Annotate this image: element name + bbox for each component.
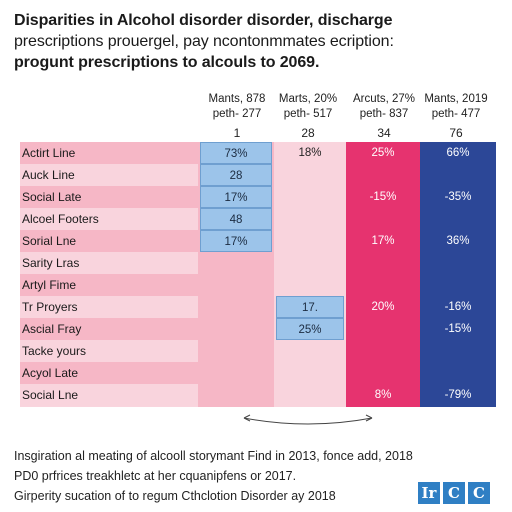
table-cell: 28 — [200, 164, 272, 186]
row-label: Tacke yours — [22, 344, 87, 358]
logo-letter-1: Ir — [418, 482, 440, 504]
title-line-3: progunt prescriptions to alcouls to 2069… — [14, 54, 320, 71]
column-header-line2: peth- 477 — [431, 108, 481, 120]
column-header-number: 28 — [301, 126, 315, 140]
table-cell: 18% — [298, 147, 322, 159]
row-label: Ascial Fray — [22, 322, 82, 336]
table-cell: 25% — [371, 147, 395, 159]
footnotes: Insgiration al meating of alcooll storym… — [14, 446, 434, 506]
row-label: Artyl Fime — [22, 278, 76, 292]
column-header-3: Arcuts, 27% peth- 837 34 — [339, 92, 429, 141]
column-background-3 — [346, 142, 420, 407]
table-row: Artyl Fime — [20, 274, 198, 297]
table-cell: 36% — [446, 235, 470, 247]
table-row: Acyol Late — [20, 362, 198, 385]
column-header-line2: peth- 277 — [212, 108, 262, 120]
column-header-1: Mants, 878 peth- 277 1 — [192, 92, 282, 141]
table-row: Alcoel Footers — [20, 208, 198, 231]
table-row: Sorial Lne — [20, 230, 198, 253]
column-header-4: Mants, 2019 peth- 477 76 — [411, 92, 501, 141]
table-cell: 17% — [200, 186, 272, 208]
table-cell: 20% — [371, 301, 395, 313]
row-label: Social Lne — [22, 388, 79, 402]
title-line-2: prescriptions prouergel, pay ncontonmmat… — [14, 33, 394, 50]
column-background-2 — [274, 142, 346, 407]
row-label: Tr Proyers — [22, 300, 78, 314]
column-header-2: Marts, 20% peth- 517 28 — [263, 92, 353, 141]
table-cell: -35% — [444, 191, 472, 203]
logo: Ir C C — [418, 482, 490, 504]
table-row: Social Lne — [20, 384, 198, 407]
logo-letter-3: C — [468, 482, 490, 504]
chart-title: Disparities in Alcohol disorder disorder… — [14, 10, 498, 73]
column-background-4 — [420, 142, 496, 407]
table-cell: 17. — [276, 296, 344, 318]
table-row: Sarity Lras — [20, 252, 198, 275]
table-row: Tr Proyers — [20, 296, 198, 319]
logo-letter-2: C — [443, 482, 465, 504]
table-row: Actirt Line — [20, 142, 198, 165]
title-line-1: Disparities in Alcohol disorder disorder… — [14, 12, 393, 29]
double-arrow-icon — [243, 414, 373, 425]
table-row: Ascial Fray — [20, 318, 198, 341]
row-label: Actirt Line — [22, 146, 76, 160]
table-cell: 66% — [446, 147, 470, 159]
row-label: Social Late — [22, 190, 82, 204]
column-header-number: 76 — [449, 126, 463, 140]
column-header-line1: Arcuts, 27% — [353, 93, 415, 105]
table-cell: 17% — [200, 230, 272, 252]
row-label: Auck Line — [22, 168, 75, 182]
table-row: Tacke yours — [20, 340, 198, 363]
table-cell: -79% — [444, 389, 472, 401]
table-cell: 17% — [371, 235, 395, 247]
column-header-line1: Mants, 878 — [208, 93, 266, 105]
table-cell: 73% — [200, 142, 272, 164]
row-label: Alcoel Footers — [22, 212, 99, 226]
column-header-line2: peth- 837 — [359, 108, 409, 120]
row-label: Sarity Lras — [22, 256, 80, 270]
table-cell: -15% — [369, 191, 397, 203]
footnote-2: PD0 prfrices treakhletc at her cquanipfe… — [14, 469, 297, 483]
column-header-number: 34 — [377, 126, 391, 140]
column-header-line2: peth- 517 — [283, 108, 333, 120]
table-cell: 25% — [276, 318, 344, 340]
table-cell: -16% — [444, 301, 472, 313]
table-cell: -15% — [444, 323, 472, 335]
footnote-3: Girperity sucation of to regum Cthclotio… — [14, 489, 336, 503]
footnote-1: Insgiration al meating of alcooll storym… — [14, 449, 413, 463]
row-label: Sorial Lne — [22, 234, 77, 248]
column-header-line1: Marts, 20% — [278, 93, 338, 105]
table-cell: 8% — [374, 389, 392, 401]
column-header-line1: Mants, 2019 — [424, 93, 488, 105]
table-row: Social Late — [20, 186, 198, 209]
data-table: Actirt Line 73% 18% 25% 66% Auck Line 28 Social… — [20, 142, 496, 407]
row-label: Acyol Late — [22, 366, 79, 380]
table-row: Auck Line — [20, 164, 198, 187]
column-header-number: 1 — [233, 126, 241, 140]
table-cell: 48 — [200, 208, 272, 230]
